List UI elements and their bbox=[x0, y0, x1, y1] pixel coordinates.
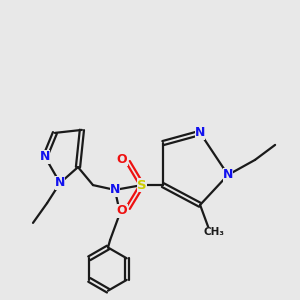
Text: O: O bbox=[117, 152, 128, 166]
Text: N: N bbox=[195, 126, 205, 140]
Text: O: O bbox=[117, 204, 128, 218]
Text: N: N bbox=[40, 150, 50, 164]
Text: N: N bbox=[55, 176, 65, 190]
Text: CH₃: CH₃ bbox=[204, 227, 225, 237]
Text: S: S bbox=[137, 178, 147, 192]
Text: N: N bbox=[223, 168, 233, 182]
Text: N: N bbox=[110, 183, 120, 196]
